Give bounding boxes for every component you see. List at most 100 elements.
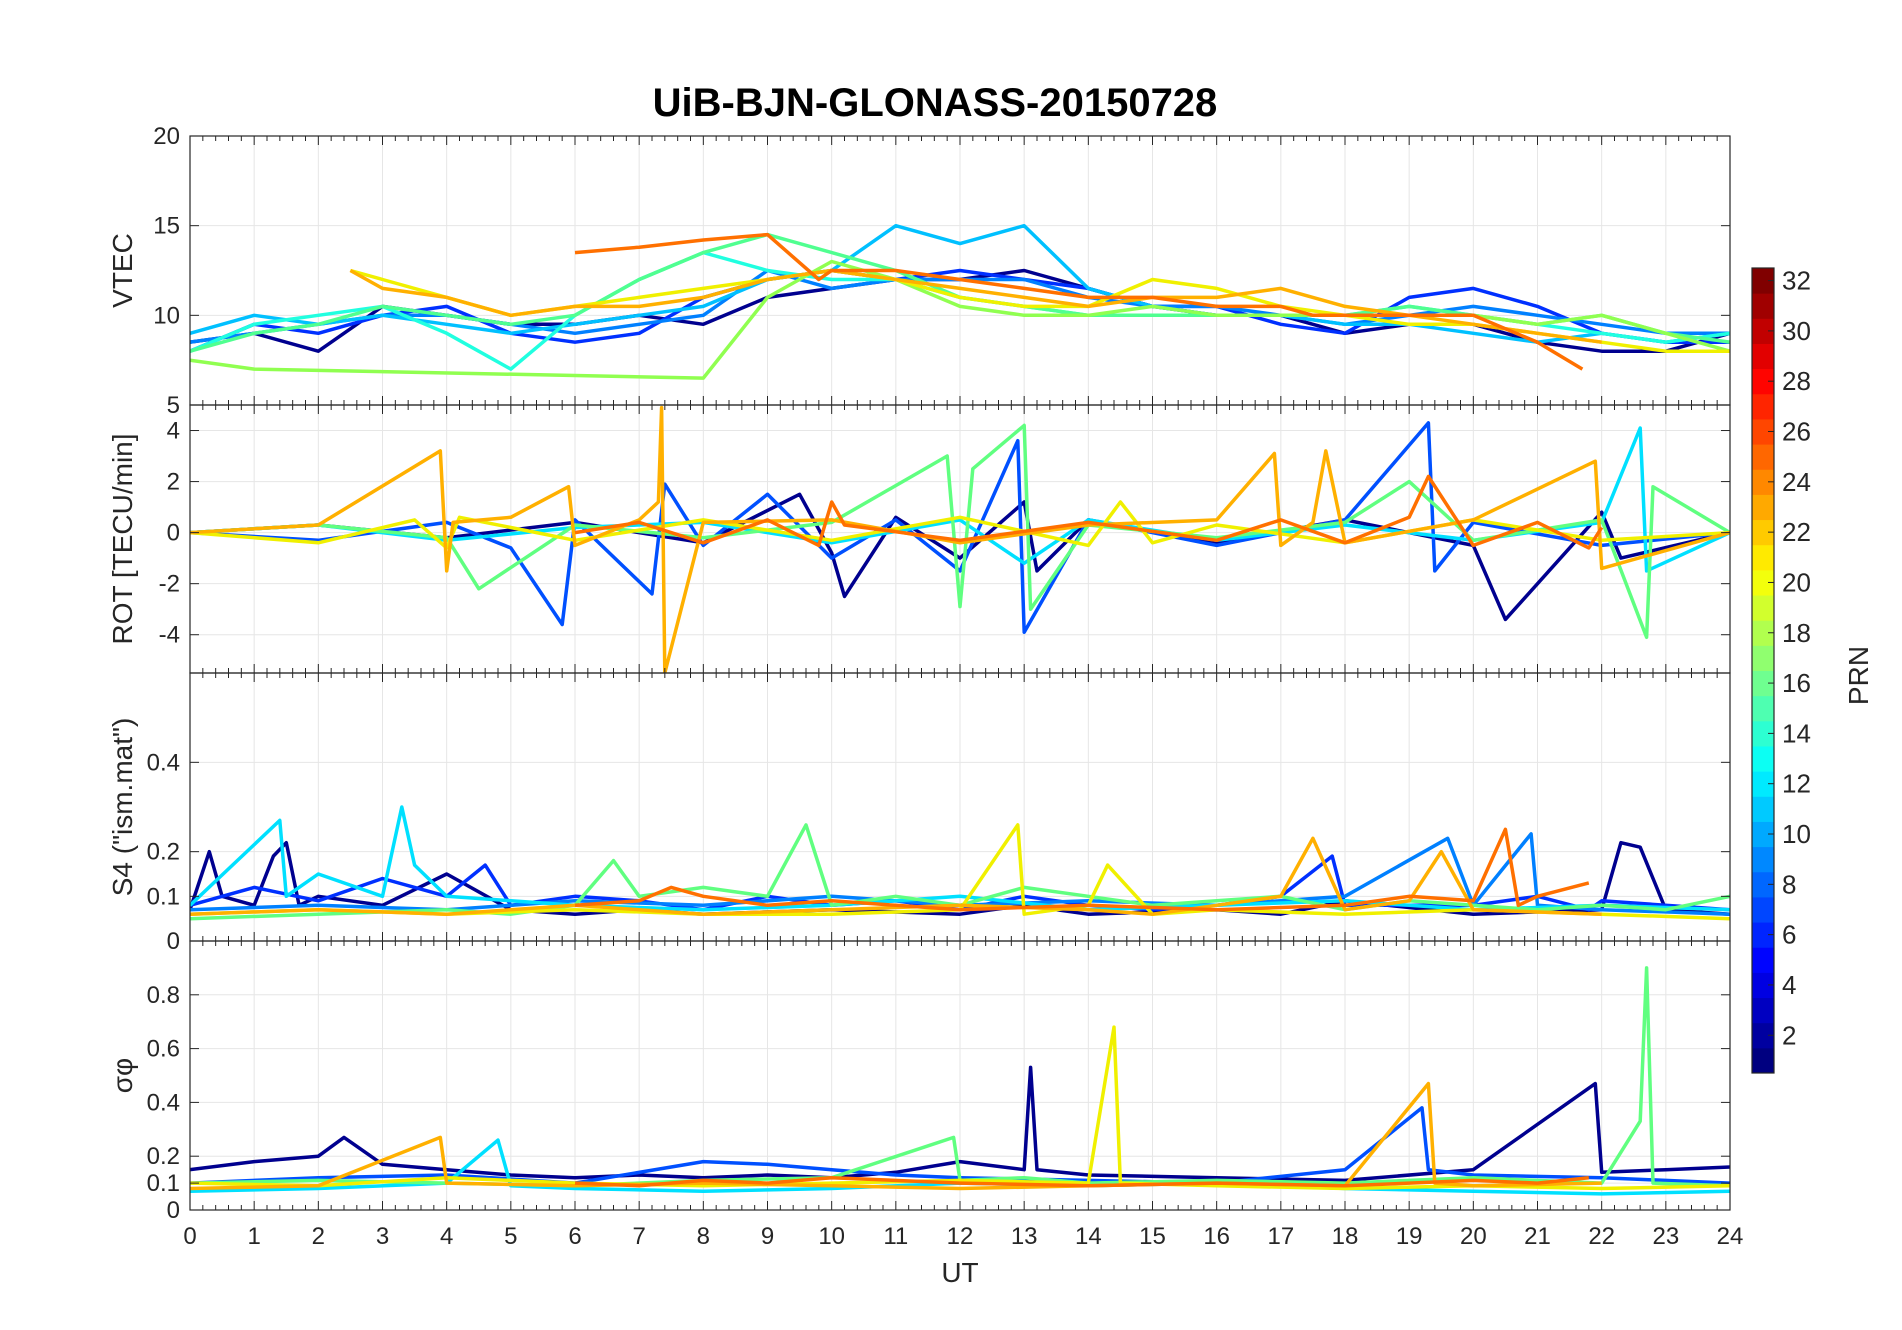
y-tick-label: 0.2 (147, 839, 180, 866)
panel-rot: -4 -2 0 2 4 ROT [TECU/min] (107, 404, 1731, 674)
series-prn-12 (190, 426, 1730, 573)
x-tick-label: 10 (818, 1223, 845, 1250)
y-tick-label: 20 (153, 123, 180, 150)
y-tick-label: 0.1 (147, 1170, 180, 1197)
x-tick-label: 12 (947, 1223, 974, 1250)
series-prn-24 (574, 232, 1584, 371)
colorbar-tick-label: 30 (1782, 316, 1811, 346)
x-tick-label: 14 (1075, 1223, 1102, 1250)
series-prn-17 (190, 259, 1730, 380)
colorbar-step (1752, 418, 1774, 445)
colorbar-step (1752, 544, 1774, 571)
series-prn-6 (190, 268, 1730, 353)
x-tick-label: 6 (568, 1223, 581, 1250)
colorbar-step (1752, 947, 1774, 973)
colorbar-tick-label: 26 (1782, 417, 1811, 447)
y-tick-label: 0.4 (147, 1089, 180, 1116)
colorbar-step (1752, 293, 1774, 319)
x-tick-label: 5 (504, 1223, 517, 1250)
colorbar-step (1752, 720, 1774, 747)
series-prn-22 (190, 1081, 1602, 1191)
colorbar-step (1752, 620, 1774, 646)
x-tick-label: 2 (312, 1223, 325, 1250)
x-tick-label: 21 (1524, 1223, 1551, 1250)
x-tick-label: 23 (1652, 1223, 1679, 1250)
y-tick-label: 2 (167, 469, 180, 496)
colorbar-tick-label: 14 (1782, 718, 1811, 748)
x-tick-label: 4 (440, 1223, 453, 1250)
series-prn-22 (349, 268, 1602, 344)
y-tick-label: 0.2 (147, 1143, 180, 1170)
x-tick-label: 20 (1460, 1223, 1487, 1250)
series-prn-7 (190, 421, 1730, 634)
colorbar-tick-label: 22 (1782, 517, 1811, 547)
colorbar-step (1752, 469, 1774, 495)
series-prn-2 (190, 1065, 1730, 1183)
x-axis-label: UT (941, 1257, 978, 1288)
y-tick-label: 0.6 (147, 1036, 180, 1063)
colorbar-label: PRN (1843, 646, 1874, 705)
y-tick-label: 4 (167, 418, 180, 445)
x-tick-label: 16 (1203, 1223, 1230, 1250)
colorbar-step (1752, 896, 1774, 923)
x-tick-label: 13 (1011, 1223, 1038, 1250)
x-tick-label: 22 (1588, 1223, 1615, 1250)
colorbar-frame (1751, 267, 1775, 1074)
y-axis-label-rot: ROT [TECU/min] (107, 433, 138, 644)
series-group-vtec (190, 223, 1730, 380)
colorbar-step (1752, 318, 1774, 344)
series-prn-12 (190, 1138, 1730, 1196)
series-prn-24 (574, 474, 1604, 550)
colorbar-step (1752, 569, 1774, 596)
colorbar-step (1752, 1022, 1774, 1049)
x-tick-label: 11 (883, 1223, 908, 1250)
colorbar-step (1752, 268, 1774, 294)
series-prn-20 (190, 823, 1730, 921)
panel-s4: 0 0.1 0.2 0.4 S4 ("ism.mat") (107, 672, 1731, 955)
x-tick-label: 18 (1332, 1223, 1359, 1250)
series-group-s4 (190, 805, 1730, 921)
colorbar-step (1752, 997, 1774, 1024)
colorbar-tick-label: 6 (1782, 920, 1796, 950)
series-prn-24 (574, 1175, 1589, 1188)
y-tick-label: -2 (159, 571, 180, 598)
y-tick-label: 15 (153, 213, 180, 240)
colorbar-tick-label: 12 (1782, 769, 1811, 799)
colorbar-step (1752, 670, 1774, 697)
series-prn-20 (190, 1025, 1730, 1191)
x-tick-label: 0 (183, 1223, 196, 1250)
x-tick-label: 9 (761, 1223, 774, 1250)
colorbar-step (1752, 972, 1774, 999)
series-prn-11 (190, 223, 1730, 344)
colorbar-step (1752, 519, 1774, 546)
y-tick-label: 0 (167, 928, 180, 955)
x-tick-label: 8 (697, 1223, 710, 1250)
colorbar-step (1752, 922, 1774, 948)
y-tick-label: -4 (159, 622, 180, 649)
series-prn-22 (190, 836, 1602, 916)
colorbar-step (1752, 393, 1774, 420)
y-tick-label: 0.8 (147, 982, 180, 1009)
x-tick-label: 24 (1717, 1223, 1744, 1250)
y-tick-label: 0 (167, 1197, 180, 1224)
colorbar-step (1752, 821, 1774, 848)
chart-title: UiB-BJN-GLONASS-20150728 (653, 81, 1218, 125)
colorbar-tick-label: 4 (1782, 970, 1796, 1000)
colorbar-tick-label: 8 (1782, 869, 1796, 899)
colorbar-step (1752, 368, 1774, 395)
colorbar-tick-label: 20 (1782, 567, 1811, 597)
y-tick-label: 0.4 (147, 749, 180, 776)
colorbar-tick-label: 32 (1782, 266, 1811, 296)
x-tick-label: 7 (632, 1223, 645, 1250)
series-prn-16 (190, 423, 1730, 640)
colorbar-step (1752, 771, 1774, 797)
colorbar-step (1752, 871, 1774, 898)
grid-rot (189, 405, 1731, 673)
y-axis-label-s4: S4 ("ism.mat") (107, 718, 138, 897)
x-tick-label: 15 (1139, 1223, 1166, 1250)
colorbar-step (1752, 343, 1774, 370)
colorbar-tick-label: 2 (1782, 1020, 1796, 1050)
